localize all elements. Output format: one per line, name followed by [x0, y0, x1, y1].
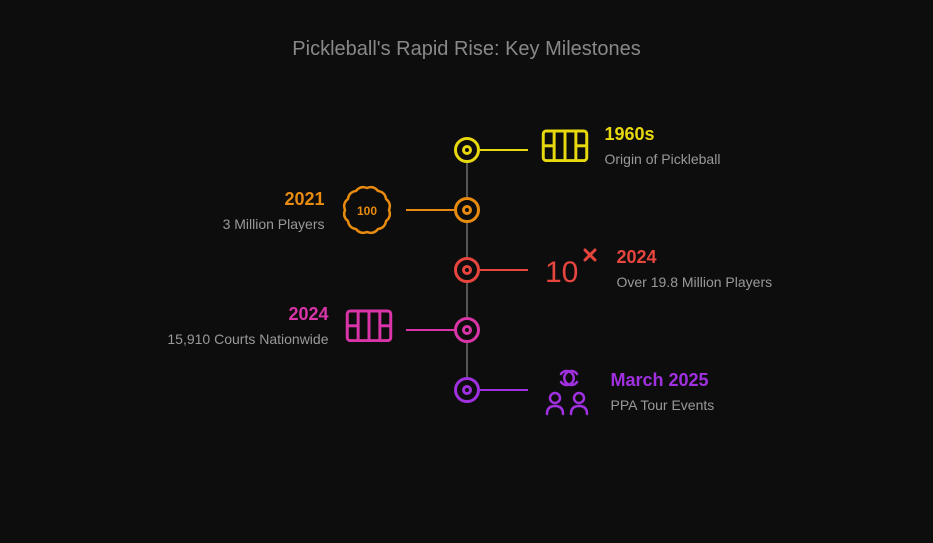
- timeline-node: [454, 377, 480, 403]
- court-grid-icon: [345, 309, 393, 343]
- timeline-node: [454, 257, 480, 283]
- badge-100-icon: 100: [341, 184, 393, 236]
- court-grid-icon: [541, 129, 589, 163]
- milestone-year: 1960s: [605, 124, 655, 145]
- timeline-node: [454, 317, 480, 343]
- milestone-desc: 3 Million Players: [223, 216, 325, 232]
- milestone-desc: Origin of Pickleball: [605, 151, 721, 167]
- milestone-text: 1960s Origin of Pickleball: [605, 124, 721, 167]
- timeline-node: [454, 197, 480, 223]
- milestone-entry: 2024 15,910 Courts Nationwide: [167, 304, 392, 347]
- milestone-desc: 15,910 Courts Nationwide: [167, 331, 328, 347]
- timeline-connector: [480, 389, 528, 391]
- milestone-text: 2024 15,910 Courts Nationwide: [167, 304, 328, 347]
- milestone-desc: Over 19.8 Million Players: [617, 274, 773, 290]
- milestone-entry: 1960s Origin of Pickleball: [541, 124, 721, 167]
- milestone-year: 2024: [288, 304, 328, 325]
- svg-text:100: 100: [356, 204, 376, 218]
- court-grid-icon: [345, 309, 393, 343]
- milestone-year: 2021: [284, 189, 324, 210]
- milestone-text: 2021 3 Million Players: [223, 189, 325, 232]
- page-title: Pickleball's Rapid Rise: Key Milestones: [0, 0, 933, 61]
- timeline-connector: [480, 269, 528, 271]
- milestone-year: March 2025: [611, 370, 709, 391]
- svg-text:10: 10: [545, 256, 578, 289]
- milestone-text: March 2025 PPA Tour Events: [611, 370, 715, 413]
- timeline-node: [454, 137, 480, 163]
- court-grid-icon: [541, 129, 589, 163]
- ten-x-icon: 10: [541, 244, 601, 292]
- people-icon: [541, 364, 595, 418]
- milestone-year: 2024: [617, 247, 657, 268]
- ten-x-icon: 10: [541, 244, 601, 292]
- milestone-desc: PPA Tour Events: [611, 397, 715, 413]
- timeline-connector: [480, 149, 528, 151]
- people-icon: [541, 364, 595, 418]
- milestone-text: 2024 Over 19.8 Million Players: [617, 247, 773, 290]
- milestone-entry: 100 2021 3 Million Players: [223, 184, 393, 236]
- badge-100-icon: 100: [341, 184, 393, 236]
- milestone-entry: March 2025 PPA Tour Events: [541, 364, 715, 418]
- timeline-connector: [406, 329, 454, 331]
- timeline-connector: [406, 209, 454, 211]
- milestone-entry: 10 2024 Over 19.8 Million Players: [541, 244, 773, 292]
